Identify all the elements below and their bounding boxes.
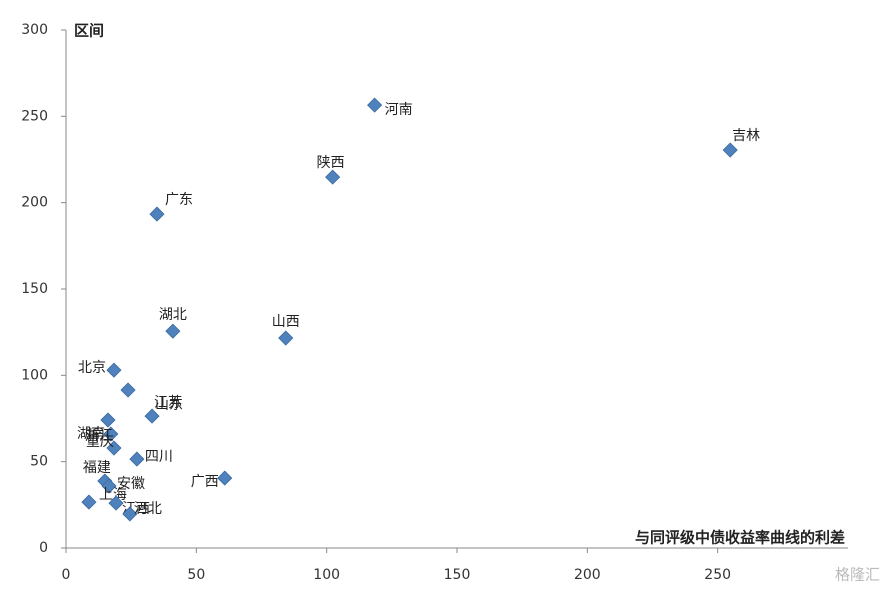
point-label: 福建: [83, 460, 111, 476]
point-label: 湖北: [159, 307, 187, 323]
y-tick-label: 0: [39, 540, 48, 556]
y-tick-label: 150: [21, 281, 48, 297]
point-label: 安徽: [117, 476, 145, 492]
point-label: 吉林: [732, 128, 760, 144]
point: [106, 440, 122, 456]
point: [122, 506, 138, 522]
point: [120, 382, 136, 398]
y-tick-label: 200: [21, 195, 48, 211]
point: [100, 412, 116, 428]
point-label: 陕西: [317, 155, 345, 171]
point-label: 河南: [385, 102, 413, 118]
point: [106, 362, 122, 378]
point-label: 山西: [272, 314, 300, 330]
point: [325, 169, 341, 185]
y-tick-label: 300: [21, 22, 48, 38]
point: [165, 323, 181, 339]
point-label: 山东: [155, 397, 183, 413]
point-label: 广西: [191, 474, 219, 490]
x-tick-label: 100: [313, 567, 340, 583]
point: [367, 97, 383, 113]
x-tick-label: 150: [444, 567, 471, 583]
point: [101, 478, 117, 494]
y-axis-title: 区间: [74, 22, 104, 40]
y-tick-label: 50: [30, 454, 48, 470]
point-label: 重庆: [86, 434, 114, 450]
point-label: 浙江: [85, 428, 113, 444]
x-tick-label: 50: [187, 567, 205, 583]
watermark: 格隆汇: [835, 566, 880, 584]
x-tick-label: 200: [574, 567, 601, 583]
x-tick-label: 250: [704, 567, 731, 583]
x-axis-title: 与同评级中债收益率曲线的利差: [635, 529, 845, 547]
point: [144, 408, 160, 424]
point-label: 湖南: [77, 426, 105, 442]
point-label: 河北: [134, 501, 162, 517]
point-label: 上海: [99, 487, 127, 503]
point-label: 北京: [78, 360, 106, 376]
point: [149, 206, 165, 222]
point: [129, 451, 145, 467]
point: [217, 470, 233, 486]
point-label: 广东: [165, 192, 193, 208]
x-tick-label: 0: [62, 567, 71, 583]
point: [722, 142, 738, 158]
point: [278, 330, 294, 346]
point-label: 江苏: [154, 395, 182, 411]
point: [103, 426, 119, 442]
y-tick-label: 250: [21, 108, 48, 124]
point: [108, 495, 124, 511]
point: [81, 494, 97, 510]
point-label: 四川: [145, 449, 173, 465]
y-tick-label: 100: [21, 367, 48, 383]
